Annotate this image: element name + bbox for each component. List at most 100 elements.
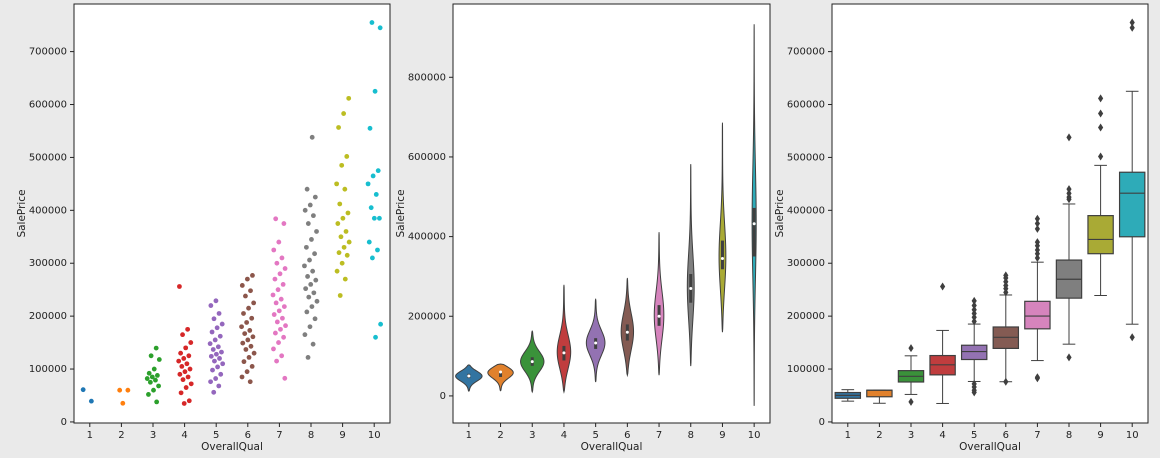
point	[369, 20, 375, 25]
x-tick-label: 8	[688, 430, 694, 441]
point	[217, 356, 222, 361]
point	[216, 311, 222, 316]
point	[241, 359, 247, 365]
point	[178, 390, 184, 396]
point	[241, 311, 246, 316]
x-tick-label: 8	[1066, 430, 1072, 441]
violin	[487, 363, 514, 392]
point	[310, 213, 316, 219]
x-tick-label: 5	[213, 430, 219, 441]
point	[279, 255, 285, 261]
point	[154, 399, 160, 405]
point	[249, 363, 255, 369]
point	[239, 324, 244, 330]
point	[247, 328, 253, 333]
point	[146, 370, 152, 376]
x-tick-label: 2	[876, 430, 882, 441]
box	[1024, 300, 1051, 330]
point	[312, 194, 318, 200]
y-tick-label: 300000	[787, 258, 825, 269]
point	[243, 347, 249, 352]
point	[248, 343, 254, 349]
x-tick-label: 2	[118, 430, 124, 441]
axes-frame	[831, 3, 1149, 424]
outlier	[971, 296, 977, 305]
point	[344, 154, 350, 159]
point	[309, 134, 315, 140]
point	[210, 347, 216, 352]
point	[368, 205, 374, 211]
point	[156, 357, 162, 362]
point	[187, 366, 193, 372]
point	[177, 284, 182, 289]
point	[120, 400, 126, 406]
point	[342, 276, 348, 282]
x-tick-label: 1	[87, 430, 93, 441]
point	[334, 268, 340, 274]
outlier	[1066, 133, 1072, 142]
x-tick-label: 6	[624, 430, 630, 441]
point	[309, 304, 315, 310]
point	[342, 186, 348, 192]
point	[282, 266, 288, 271]
point	[310, 268, 316, 274]
x-tick-label: 5	[971, 430, 977, 441]
point	[276, 340, 281, 345]
outlier	[1066, 189, 1072, 198]
axes-frame	[73, 3, 391, 424]
point	[346, 239, 352, 245]
outlier	[1066, 185, 1072, 194]
point	[280, 315, 285, 321]
y-tick-label: 100000	[787, 364, 825, 375]
point	[156, 383, 161, 389]
point	[336, 250, 342, 256]
point	[271, 346, 276, 352]
point	[239, 283, 245, 288]
point	[211, 389, 217, 395]
point	[278, 296, 284, 302]
point	[370, 255, 375, 261]
y-tick-label: 600000	[408, 152, 446, 163]
point	[210, 367, 215, 373]
y-tick-label: 200000	[787, 311, 825, 322]
point	[244, 276, 250, 282]
outlier	[971, 317, 977, 326]
point	[117, 387, 123, 393]
point	[125, 387, 131, 393]
x-tick-label: 2	[497, 430, 503, 441]
y-tick-label: 0	[61, 417, 67, 428]
point	[151, 366, 157, 372]
outlier	[1098, 109, 1104, 118]
violin-median	[657, 314, 661, 318]
point	[208, 353, 214, 359]
point	[339, 162, 345, 168]
point	[312, 251, 317, 257]
point	[304, 309, 310, 315]
point	[214, 325, 220, 331]
x-tick-label: 3	[908, 430, 914, 441]
point	[188, 340, 194, 345]
point	[282, 375, 288, 381]
violin-median	[720, 257, 724, 261]
point	[281, 221, 287, 226]
point	[215, 344, 221, 350]
point	[271, 247, 277, 253]
point	[314, 229, 319, 234]
box	[1118, 171, 1146, 238]
outlier	[1129, 23, 1135, 32]
point	[242, 331, 248, 336]
x-axis-label: OverallQual	[581, 441, 643, 453]
x-tick-label: 4	[939, 430, 945, 441]
violin-median	[467, 374, 471, 378]
point	[307, 324, 313, 330]
x-tick-label: 4	[181, 430, 187, 441]
outlier	[1034, 246, 1040, 255]
point	[181, 401, 187, 406]
x-tick-label: 3	[150, 430, 156, 441]
violin-median	[689, 286, 693, 290]
outlier	[908, 397, 914, 406]
x-tick-label: 3	[529, 430, 535, 441]
point	[274, 260, 280, 266]
point	[244, 320, 250, 325]
